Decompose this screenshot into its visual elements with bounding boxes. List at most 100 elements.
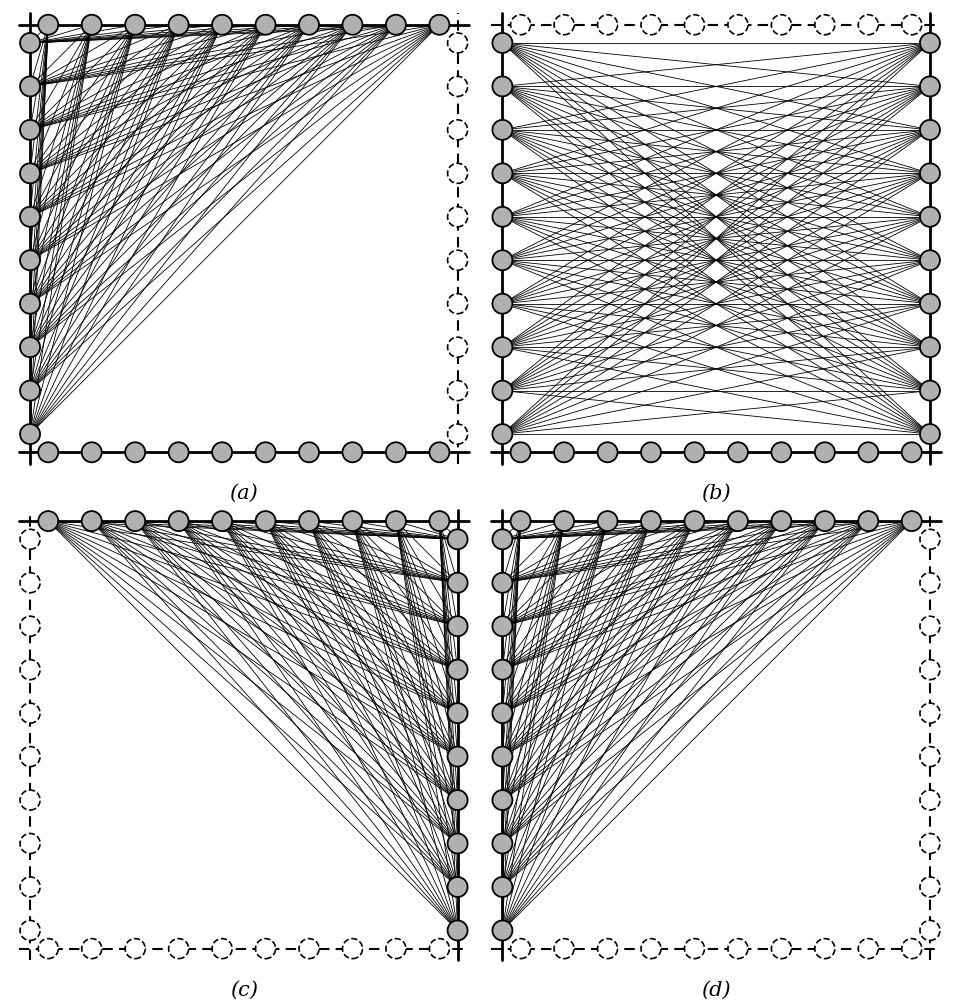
Circle shape — [492, 207, 513, 227]
Circle shape — [901, 511, 922, 531]
Circle shape — [20, 529, 40, 549]
Circle shape — [38, 939, 59, 959]
Circle shape — [920, 877, 940, 897]
Circle shape — [815, 442, 835, 462]
Circle shape — [212, 15, 232, 35]
Circle shape — [920, 834, 940, 854]
Circle shape — [386, 15, 406, 35]
Circle shape — [554, 15, 574, 35]
Circle shape — [492, 573, 513, 593]
Circle shape — [20, 294, 40, 314]
Circle shape — [920, 381, 940, 401]
Circle shape — [492, 920, 513, 940]
Circle shape — [554, 442, 574, 462]
Circle shape — [447, 877, 468, 897]
Circle shape — [641, 511, 661, 531]
Circle shape — [728, 442, 748, 462]
Circle shape — [20, 573, 40, 593]
Circle shape — [858, 939, 878, 959]
Circle shape — [492, 294, 513, 314]
Circle shape — [38, 15, 59, 35]
Circle shape — [125, 939, 145, 959]
Circle shape — [125, 442, 145, 462]
Circle shape — [597, 442, 617, 462]
Circle shape — [38, 442, 59, 462]
Circle shape — [169, 442, 188, 462]
Circle shape — [492, 529, 513, 549]
Circle shape — [429, 15, 449, 35]
Circle shape — [920, 703, 940, 723]
Circle shape — [597, 939, 617, 959]
Circle shape — [728, 939, 748, 959]
Circle shape — [901, 15, 922, 35]
Circle shape — [299, 442, 319, 462]
Circle shape — [511, 442, 531, 462]
Circle shape — [255, 442, 276, 462]
Circle shape — [20, 747, 40, 767]
Text: (c): (c) — [229, 980, 258, 999]
Circle shape — [772, 15, 791, 35]
Circle shape — [492, 120, 513, 140]
Circle shape — [920, 920, 940, 940]
Circle shape — [920, 33, 940, 53]
Circle shape — [728, 511, 748, 531]
Circle shape — [492, 337, 513, 357]
Circle shape — [447, 120, 468, 140]
Circle shape — [447, 529, 468, 549]
Circle shape — [169, 15, 188, 35]
Circle shape — [447, 250, 468, 270]
Circle shape — [82, 442, 102, 462]
Circle shape — [772, 939, 791, 959]
Circle shape — [920, 250, 940, 270]
Circle shape — [492, 424, 513, 444]
Circle shape — [343, 442, 363, 462]
Circle shape — [492, 381, 513, 401]
Circle shape — [641, 939, 661, 959]
Circle shape — [255, 511, 276, 531]
Circle shape — [511, 15, 531, 35]
Circle shape — [815, 511, 835, 531]
Circle shape — [447, 747, 468, 767]
Circle shape — [447, 33, 468, 53]
Circle shape — [20, 660, 40, 680]
Circle shape — [447, 381, 468, 401]
Circle shape — [858, 15, 878, 35]
Circle shape — [447, 337, 468, 357]
Circle shape — [20, 424, 40, 444]
Circle shape — [492, 250, 513, 270]
Circle shape — [20, 834, 40, 854]
Circle shape — [772, 442, 791, 462]
Circle shape — [299, 939, 319, 959]
Circle shape — [343, 939, 363, 959]
Circle shape — [20, 120, 40, 140]
Circle shape — [684, 939, 705, 959]
Circle shape — [386, 939, 406, 959]
Circle shape — [492, 747, 513, 767]
Text: (d): (d) — [702, 980, 731, 999]
Circle shape — [511, 939, 531, 959]
Circle shape — [447, 294, 468, 314]
Circle shape — [20, 250, 40, 270]
Circle shape — [815, 15, 835, 35]
Circle shape — [447, 207, 468, 227]
Circle shape — [82, 511, 102, 531]
Circle shape — [20, 790, 40, 810]
Circle shape — [492, 660, 513, 680]
Circle shape — [255, 15, 276, 35]
Circle shape — [447, 703, 468, 723]
Circle shape — [641, 442, 661, 462]
Circle shape — [447, 616, 468, 636]
Circle shape — [169, 939, 188, 959]
Circle shape — [386, 511, 406, 531]
Circle shape — [684, 511, 705, 531]
Circle shape — [492, 33, 513, 53]
Text: (a): (a) — [229, 484, 258, 503]
Circle shape — [920, 529, 940, 549]
Circle shape — [858, 511, 878, 531]
Circle shape — [429, 939, 449, 959]
Circle shape — [920, 424, 940, 444]
Circle shape — [20, 76, 40, 96]
Circle shape — [920, 294, 940, 314]
Circle shape — [299, 511, 319, 531]
Circle shape — [299, 15, 319, 35]
